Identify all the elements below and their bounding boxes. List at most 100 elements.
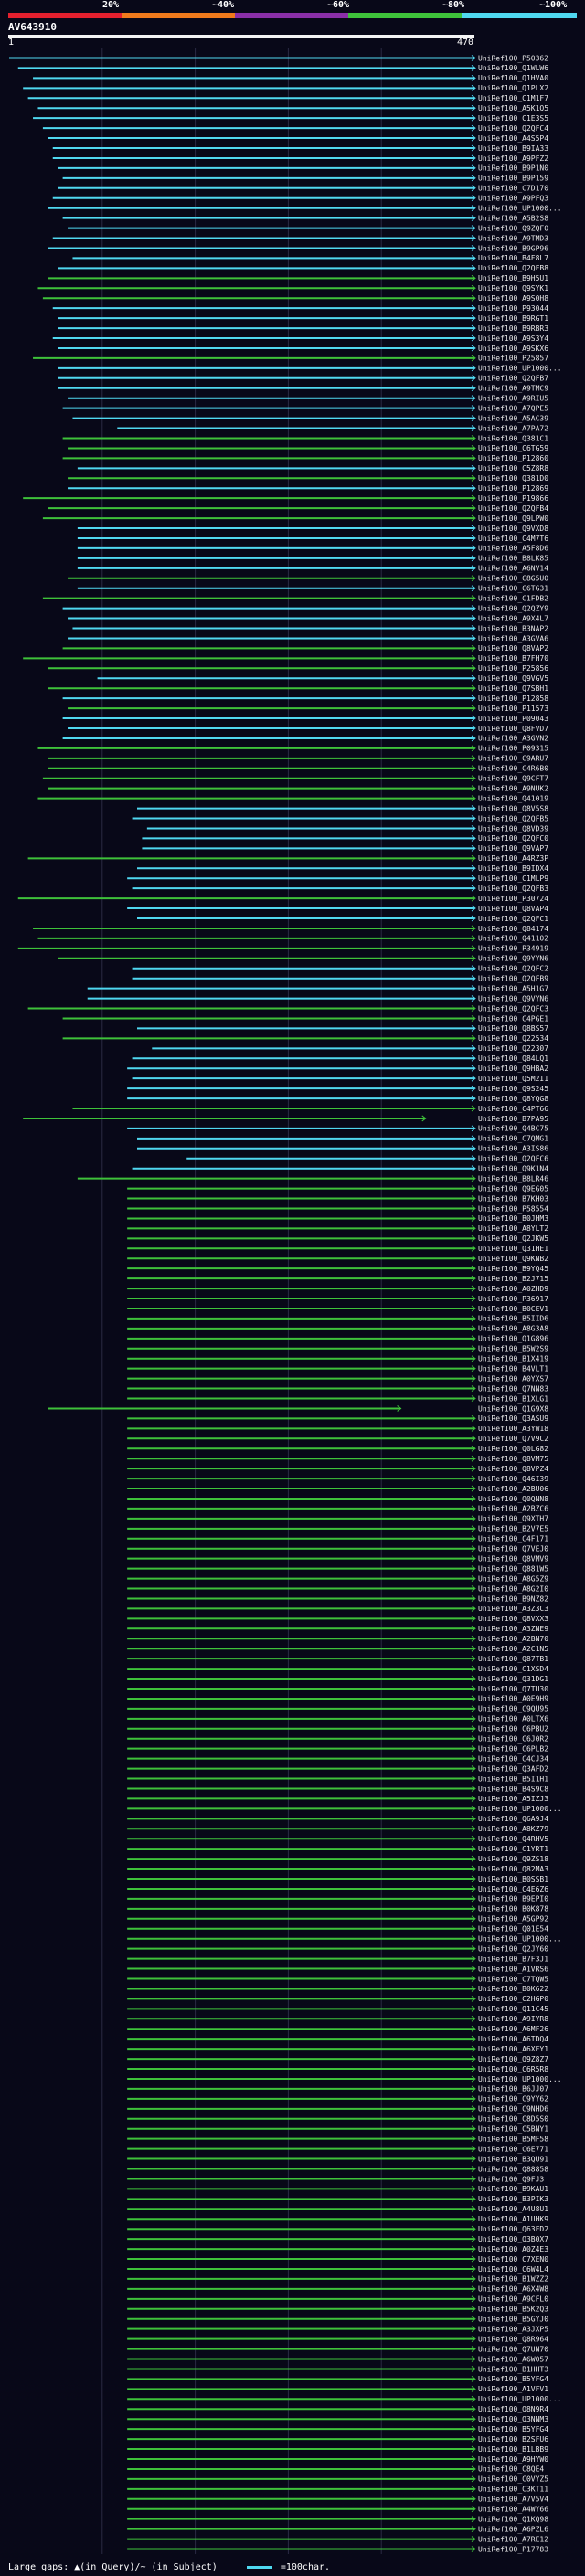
hit-row[interactable]: UniRef100_A6W057 [127,2355,548,2363]
hit-label[interactable]: UniRef100_Q84LQ1 [478,1055,548,1063]
hit-row[interactable]: UniRef100_A3GVA6 [68,634,548,642]
hit-label[interactable]: UniRef100_Q1G9X8 [478,1405,548,1413]
hit-label[interactable]: UniRef100_B5YFG4 [478,2425,548,2433]
hit-row[interactable]: UniRef100_A8G2I0 [127,1585,548,1593]
hit-label[interactable]: UniRef100_B5I1H1 [478,1775,548,1783]
hit-label[interactable]: UniRef100_C5Z8R8 [478,464,548,472]
hit-label[interactable]: UniRef100_Q1PLX2 [478,84,548,92]
hit-row[interactable]: UniRef100_Q2QFC6 [186,1155,548,1163]
hit-label[interactable]: UniRef100_A7QPE5 [478,404,548,412]
hit-row[interactable]: UniRef100_B9RGT1 [58,314,548,323]
hit-row[interactable]: UniRef100_B9H5U1 [48,274,548,282]
hit-label[interactable]: UniRef100_B9NZ82 [478,1595,548,1603]
hit-row[interactable]: UniRef100_B1X419 [127,1355,548,1363]
hit-row[interactable]: UniRef100_C4E6Z6 [127,1885,548,1893]
hit-row[interactable]: UniRef100_B5W2S9 [127,1345,548,1353]
hit-row[interactable]: UniRef100_A9PFZ2 [52,154,548,163]
hit-row[interactable]: UniRef100_Q84174 [33,925,548,933]
hit-label[interactable]: UniRef100_P30724 [478,895,548,903]
hit-label[interactable]: UniRef100_Q87TB1 [478,1655,548,1663]
hit-label[interactable]: UniRef100_B9H5U1 [478,274,548,282]
hit-label[interactable]: UniRef100_Q881W5 [478,1564,548,1573]
hit-label[interactable]: UniRef100_A9IYR8 [478,2015,548,2023]
hit-label[interactable]: UniRef100_Q9ZQF0 [478,224,548,232]
hit-label[interactable]: UniRef100_A9X4L7 [478,614,548,622]
hit-label[interactable]: UniRef100_Q2QFC6 [478,1155,548,1163]
hit-label[interactable]: UniRef100_Q8VAP2 [478,644,548,652]
hit-label[interactable]: UniRef100_B1HHT3 [478,2365,548,2373]
hit-label[interactable]: UniRef100_A2BZC6 [478,1505,548,1513]
hit-row[interactable]: UniRef100_C1MLP9 [127,875,548,883]
hit-label[interactable]: UniRef100_C4R6B0 [478,765,548,773]
hit-label[interactable]: UniRef100_C1MLP9 [478,875,548,883]
hit-label[interactable]: UniRef100_A4RZ3P [478,854,548,863]
hit-row[interactable]: UniRef100_C1FDB2 [42,594,548,602]
hit-label[interactable]: UniRef100_Q0LG82 [478,1445,548,1453]
hit-label[interactable]: UniRef100_C9YY62 [478,2095,548,2104]
hit-label[interactable]: UniRef100_P25857 [478,355,548,363]
hit-label[interactable]: UniRef100_A0YXS7 [478,1374,548,1383]
hit-row[interactable]: UniRef100_A3GVN2 [62,735,549,743]
hit-row[interactable]: UniRef100_Q0LG82 [127,1445,548,1453]
hit-label[interactable]: UniRef100_Q22307 [478,1044,548,1053]
hit-label[interactable]: UniRef100_Q1KQ98 [478,2515,548,2523]
hit-label[interactable]: UniRef100_Q9VYN6 [478,994,548,1002]
hit-row[interactable]: UniRef100_A0Z4E3 [127,2245,548,2253]
hit-row[interactable]: UniRef100_Q9VYN6 [87,994,549,1002]
hit-row[interactable]: UniRef100_Q9ZQF0 [68,224,548,232]
hit-row[interactable]: UniRef100_A4U8U1 [127,2205,548,2213]
hit-label[interactable]: UniRef100_Q2QFC1 [478,915,548,923]
hit-label[interactable]: UniRef100_P50362 [478,54,548,62]
hit-label[interactable]: UniRef100_P12869 [478,484,548,493]
hit-row[interactable]: UniRef100_A1VRS6 [127,1965,548,1973]
hit-row[interactable]: UniRef100_C8D5S0 [127,2115,548,2124]
hit-row[interactable]: UniRef100_Q8VM75 [127,1455,548,1463]
hit-label[interactable]: UniRef100_C1XSD4 [478,1665,548,1673]
hit-row[interactable]: UniRef100_Q2QFB3 [132,885,549,893]
hit-row[interactable]: UniRef100_Q381D0 [68,474,548,482]
hit-label[interactable]: UniRef100_P12860 [478,454,548,462]
hit-label[interactable]: UniRef100_A7PA72 [478,424,548,432]
hit-row[interactable]: UniRef100_Q41102 [37,935,548,943]
hit-label[interactable]: UniRef100_A5GP92 [478,1915,548,1924]
hit-row[interactable]: UniRef100_A4WY66 [127,2506,548,2514]
hit-label[interactable]: UniRef100_C6PLB2 [478,1744,548,1753]
hit-row[interactable]: UniRef100_Q22534 [62,1034,549,1043]
hit-row[interactable]: UniRef100_B5GYJ0 [127,2316,548,2324]
hit-row[interactable]: UniRef100_B9YQ45 [127,1265,548,1273]
hit-label[interactable]: UniRef100_A8KZ79 [478,1825,548,1833]
hit-label[interactable]: UniRef100_C6R5R8 [478,2065,548,2073]
hit-row[interactable]: UniRef100_Q9Z8Z7 [127,2055,548,2063]
hit-label[interactable]: UniRef100_P09043 [478,715,548,723]
hit-label[interactable]: UniRef100_P09315 [478,745,548,753]
hit-label[interactable]: UniRef100_B2SFU6 [478,2435,548,2443]
hit-label[interactable]: UniRef100_Q8R964 [478,2335,548,2343]
hit-label[interactable]: UniRef100_C9QU95 [478,1705,548,1713]
hit-row[interactable]: UniRef100_Q11C45 [127,2005,548,2013]
hit-row[interactable]: UniRef100_Q4BC75 [127,1125,548,1133]
hit-label[interactable]: UniRef100_A2BN70 [478,1635,548,1643]
hit-row[interactable]: UniRef100_B5IID6 [127,1315,548,1323]
hit-label[interactable]: UniRef100_B9GP96 [478,244,548,252]
hit-label[interactable]: UniRef100_Q8V5S8 [478,804,548,812]
hit-row[interactable]: UniRef100_B0CEV1 [127,1305,548,1313]
hit-row[interactable]: UniRef100_A2BU06 [127,1485,548,1493]
hit-row[interactable]: UniRef100_Q2QFB9 [132,974,549,982]
hit-row[interactable]: UniRef100_A5F8D6 [77,545,548,553]
hit-row[interactable]: UniRef100_Q1G896 [127,1335,548,1343]
hit-label[interactable]: UniRef100_A6TDQ4 [478,2035,548,2043]
hit-row[interactable]: UniRef100_A3YW18 [127,1425,548,1433]
hit-row[interactable]: UniRef100_P25856 [48,664,548,673]
hit-row[interactable]: UniRef100_B7F3J1 [127,1955,548,1963]
hit-row[interactable]: UniRef100_Q3B0X7 [127,2235,548,2243]
hit-row[interactable]: UniRef100_Q381C1 [62,434,549,442]
hit-row[interactable]: UniRef100_B9KAU1 [127,2185,548,2193]
hit-row[interactable]: UniRef100_A8KZ79 [127,1825,548,1833]
hit-row[interactable]: UniRef100_UP1000... [127,1805,562,1813]
hit-label[interactable]: UniRef100_Q9XTH7 [478,1515,548,1523]
hit-label[interactable]: UniRef100_A3Z3C3 [478,1605,548,1613]
hit-label[interactable]: UniRef100_Q9VGV5 [478,674,548,683]
hit-row[interactable]: UniRef100_B5YFG4 [127,2375,548,2383]
hit-row[interactable]: UniRef100_Q2QFB7 [58,375,548,383]
hit-row[interactable]: UniRef100_Q8YQG8 [127,1095,548,1103]
